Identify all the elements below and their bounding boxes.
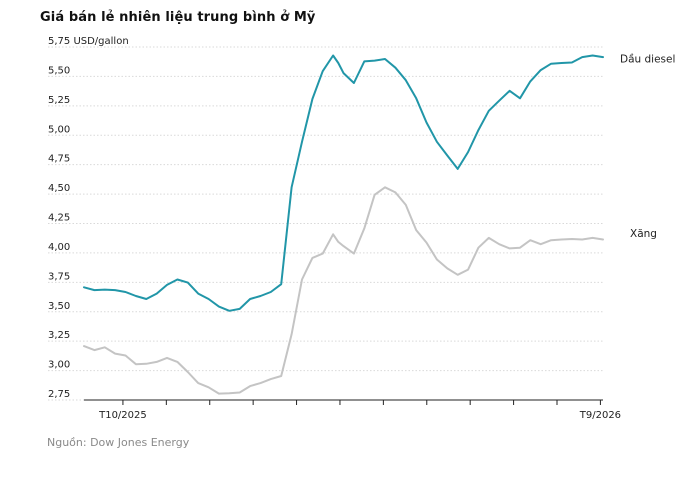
label-layer: 5,75 USD/gallon 5,50 5,25 5,00 4,75 4,50 4,25 4… [48, 36, 675, 421]
series-label-1: Xăng [630, 228, 657, 240]
y-tick-label: 5,50 [48, 65, 70, 76]
y-tick-label: 3,50 [48, 301, 70, 312]
series-line-1 [83, 186, 604, 395]
y-tick-label: 5,75 USD/gallon [48, 36, 129, 47]
y-tick-label: 4,00 [48, 242, 70, 253]
series-label-0: Dầu diesel [620, 53, 675, 65]
y-tick-label: 4,75 [48, 154, 70, 165]
source-note: Nguồn: Dow Jones Energy [47, 436, 190, 449]
y-tick-label: 4,25 [48, 213, 70, 224]
axis-layer [84, 399, 603, 405]
x-tick-label: T9/2026 [579, 410, 621, 421]
y-tick-label: 5,00 [48, 124, 70, 135]
series-layer [83, 54, 604, 395]
x-tick-label: T10/2025 [98, 410, 147, 421]
y-tick-label: 4,50 [48, 183, 70, 194]
y-tick-label: 3,25 [48, 330, 70, 341]
y-tick-label: 5,25 [48, 95, 70, 106]
y-tick-label: 3,00 [48, 360, 70, 371]
grid-layer [48, 46, 603, 401]
y-tick-label: 2,75 [48, 389, 70, 400]
chart-title: Giá bán lẻ nhiên liệu trung bình ở Mỹ [40, 10, 316, 25]
series-line-0 [83, 54, 604, 312]
y-tick-label: 3,75 [48, 271, 70, 282]
